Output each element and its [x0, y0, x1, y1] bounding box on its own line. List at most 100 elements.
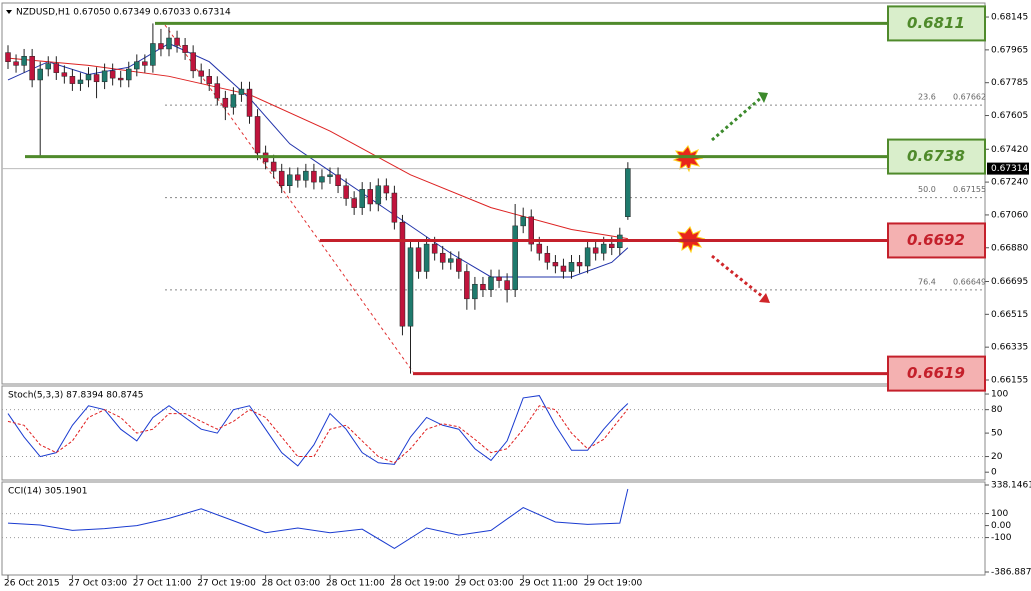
level-label: 0.6811 [907, 14, 965, 32]
candle-body [166, 37, 172, 50]
candle-body [174, 37, 180, 46]
fibo-trend [164, 24, 414, 373]
candle-body [625, 168, 631, 218]
candle-body [5, 52, 11, 62]
candle-body [431, 243, 438, 254]
candle-body [230, 94, 237, 108]
candle-body [464, 271, 470, 300]
candle-body [198, 70, 204, 77]
candle-body [77, 79, 84, 84]
x-tick-label: 28 Oct 03:00 [262, 579, 321, 589]
candle-body [214, 83, 221, 99]
candle-body [423, 243, 430, 272]
main-frame [1, 2, 986, 385]
candle-body [560, 265, 567, 272]
candle-body [287, 174, 293, 186]
candle-body [101, 70, 108, 83]
y-tick-label: 0.66335 [991, 343, 1028, 353]
candle-body [13, 61, 19, 66]
x-tick-label: 28 Oct 11:00 [326, 579, 385, 589]
indicator-line [7, 488, 629, 549]
x-tick-label: 29 Oct 03:00 [455, 579, 514, 589]
y-tick-label: 0.67965 [991, 45, 1028, 55]
indicator-line [7, 405, 629, 464]
candle-body [327, 174, 333, 177]
x-tick-label: 29 Oct 11:00 [519, 579, 578, 589]
candle-body [222, 97, 229, 108]
candle-body [85, 74, 92, 81]
candle-body [568, 262, 575, 272]
y-tick-label: 0.67420 [991, 145, 1028, 155]
x-tick-label: 26 Oct 2015 [4, 579, 60, 589]
candle-body [576, 262, 583, 267]
up-arrow [711, 95, 763, 142]
level-box [887, 355, 986, 392]
candle-body [311, 170, 317, 183]
last-price-box [987, 162, 1029, 175]
menu-triangle [6, 10, 12, 14]
candle-body [21, 56, 27, 66]
cci-title: CCI(14) 305.1901 [8, 487, 88, 497]
candle-body [407, 247, 414, 327]
candle-body [278, 170, 285, 186]
y-tick-label: 20 [991, 452, 1003, 462]
y-tick-label: 0.67605 [991, 111, 1028, 121]
y-tick-label: 338.1461 [991, 481, 1031, 491]
level-label: 0.6619 [907, 364, 965, 382]
up-arrow-head [758, 92, 768, 103]
fibo-ratio: 23.6 [918, 93, 936, 102]
candle-body [158, 43, 164, 50]
candle-body [584, 247, 591, 267]
x-tick-label: 27 Oct 19:00 [197, 579, 256, 589]
y-tick-label: 0.66515 [991, 310, 1028, 320]
candle-body [391, 192, 398, 223]
candle-body [343, 185, 349, 199]
fibo-ratio: 76.4 [918, 277, 936, 286]
candle-body [448, 258, 454, 263]
y-tick-label: 0.66695 [991, 277, 1028, 287]
indicator-line [7, 395, 629, 467]
candle-body [552, 262, 559, 267]
stoch-title: Stoch(5,3,3) 87.8394 80.8745 [8, 391, 143, 401]
candle-body [592, 247, 599, 254]
candle-body [29, 56, 35, 81]
last-price-label: 0.67314 [991, 164, 1028, 174]
candle-body [270, 161, 277, 172]
y-tick-label: 50 [991, 429, 1003, 439]
candle-body [472, 283, 478, 300]
candle-body [496, 276, 502, 281]
candle-body [142, 61, 148, 66]
candle-body [520, 216, 526, 227]
candle-body [126, 68, 132, 81]
candle-body [190, 52, 196, 72]
candle-body [359, 189, 365, 208]
candle-body [206, 76, 212, 84]
x-tick-label: 28 Oct 19:00 [390, 579, 449, 589]
chart-title: NZDUSD,H1 0.67050 0.67349 0.67033 0.6731… [16, 8, 231, 18]
y-tick-label: 0.66155 [991, 375, 1028, 385]
down-arrow [711, 254, 764, 299]
break-icon [672, 145, 704, 173]
cci-frame [1, 481, 986, 576]
candle-body [600, 243, 607, 254]
candle-body [238, 88, 245, 95]
candle-body [182, 45, 188, 53]
y-tick-label: 0.67240 [991, 178, 1028, 188]
candle-body [109, 70, 116, 79]
x-tick-label: 27 Oct 11:00 [133, 579, 192, 589]
candle-body [544, 252, 551, 263]
candle-body [512, 225, 518, 290]
y-tick-label: -386.8874 [991, 568, 1031, 578]
level-box [887, 5, 986, 42]
level-label: 0.6738 [907, 147, 965, 165]
x-tick-label: 27 Oct 03:00 [68, 579, 127, 589]
y-tick-label: 0 [991, 468, 997, 478]
y-tick-label: 0.00 [991, 521, 1011, 531]
candle-body [504, 280, 510, 290]
level-box [887, 222, 986, 259]
candle-body [254, 116, 261, 154]
y-tick-label: 100 [991, 390, 1008, 400]
y-tick-label: -100 [991, 533, 1012, 543]
candle-body [117, 77, 124, 81]
candle-body [335, 174, 341, 186]
